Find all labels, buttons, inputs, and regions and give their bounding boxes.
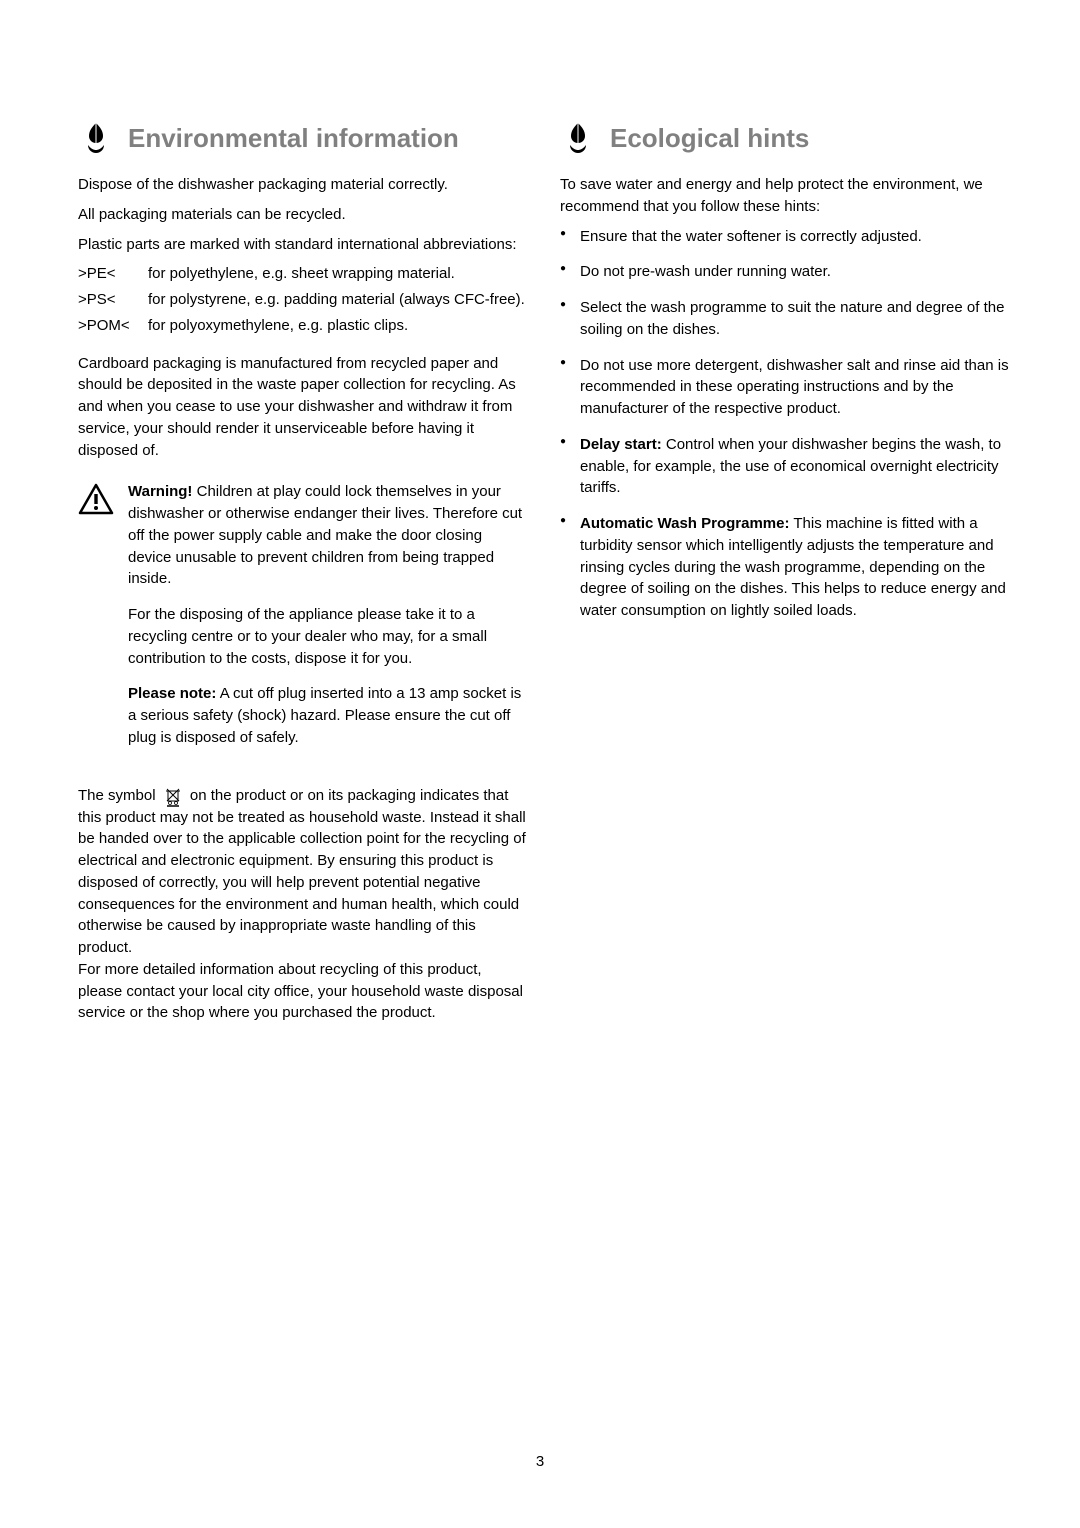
leaf-icon bbox=[560, 120, 596, 156]
warning-label: Warning! bbox=[128, 483, 192, 500]
page-number: 3 bbox=[0, 1453, 1080, 1470]
bullet-text: Do not pre-wash under running water. bbox=[580, 263, 831, 280]
abbrev-label: >PE< bbox=[78, 263, 148, 285]
env-p4: Cardboard packaging is manufactured from… bbox=[78, 353, 528, 462]
eco-bullet-2: Do not pre-wash under running water. bbox=[560, 261, 1010, 283]
abbrev-pom: >POM< for polyoxymethylene, e.g. plastic… bbox=[78, 315, 528, 337]
symbol-post: on the product or on its packaging indic… bbox=[78, 787, 526, 957]
eco-bullet-1: Ensure that the water softener is correc… bbox=[560, 226, 1010, 248]
bullet-text: Ensure that the water softener is correc… bbox=[580, 228, 922, 245]
eco-bullet-list: Ensure that the water softener is correc… bbox=[560, 226, 1010, 622]
abbrev-desc: for polystyrene, e.g. padding material (… bbox=[148, 289, 525, 311]
eco-bullet-6: Automatic Wash Programme: This machine i… bbox=[560, 513, 1010, 622]
abbrev-desc: for polyoxymethylene, e.g. plastic clips… bbox=[148, 315, 408, 337]
abbrev-desc: for polyethylene, e.g. sheet wrapping ma… bbox=[148, 263, 455, 285]
abbrev-ps: >PS< for polystyrene, e.g. padding mater… bbox=[78, 289, 528, 311]
right-column: Ecological hints To save water and energ… bbox=[560, 120, 1010, 1032]
warning-block: Warning! Children at play could lock the… bbox=[78, 481, 528, 762]
note-label: Please note: bbox=[128, 685, 216, 702]
symbol-more: For more detailed information about recy… bbox=[78, 959, 528, 1024]
warning-para-1: Warning! Children at play could lock the… bbox=[128, 481, 528, 590]
env-p3: Plastic parts are marked with standard i… bbox=[78, 234, 528, 256]
warning-para-2: For the disposing of the appliance pleas… bbox=[128, 604, 528, 669]
two-column-layout: Environmental information Dispose of the… bbox=[78, 120, 1010, 1032]
env-p1: Dispose of the dishwasher packaging mate… bbox=[78, 174, 528, 196]
warning-text-container: Warning! Children at play could lock the… bbox=[128, 481, 528, 762]
ecological-title: Ecological hints bbox=[610, 123, 809, 154]
bullet-text: Select the wash programme to suit the na… bbox=[580, 299, 1004, 338]
warning-triangle-icon bbox=[78, 483, 114, 515]
leaf-icon bbox=[78, 120, 114, 156]
left-column: Environmental information Dispose of the… bbox=[78, 120, 528, 1032]
abbrev-label: >PS< bbox=[78, 289, 148, 311]
symbol-pre: The symbol bbox=[78, 787, 160, 804]
eco-intro: To save water and energy and help protec… bbox=[560, 174, 1010, 218]
abbrev-label: >POM< bbox=[78, 315, 148, 337]
abbrev-pe: >PE< for polyethylene, e.g. sheet wrappi… bbox=[78, 263, 528, 285]
bullet-text: Do not use more detergent, dishwasher sa… bbox=[580, 357, 1009, 418]
section-header-ecological: Ecological hints bbox=[560, 120, 1010, 156]
page-container: Environmental information Dispose of the… bbox=[0, 0, 1080, 1072]
symbol-paragraph: The symbol on the product or on its pack… bbox=[78, 785, 528, 959]
eco-bullet-4: Do not use more detergent, dishwasher sa… bbox=[560, 355, 1010, 420]
note-para: Please note: A cut off plug inserted int… bbox=[128, 683, 528, 748]
env-p2: All packaging materials can be recycled. bbox=[78, 204, 528, 226]
weee-bin-icon bbox=[163, 785, 183, 807]
bullet-bold: Automatic Wash Programme: bbox=[580, 515, 789, 532]
section-header-environmental: Environmental information bbox=[78, 120, 528, 156]
eco-bullet-5: Delay start: Control when your dishwashe… bbox=[560, 434, 1010, 499]
eco-bullet-3: Select the wash programme to suit the na… bbox=[560, 297, 1010, 341]
bullet-bold: Delay start: bbox=[580, 436, 662, 453]
environmental-title: Environmental information bbox=[128, 123, 459, 154]
